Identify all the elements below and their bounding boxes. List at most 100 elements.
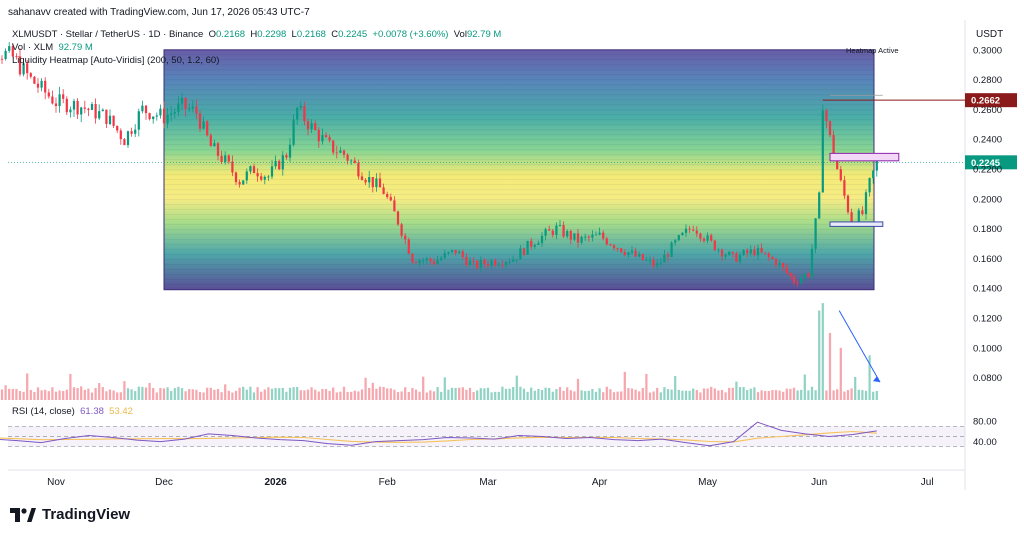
- candle-body: [522, 248, 526, 255]
- price-tick-label: 0.0800: [973, 373, 1002, 384]
- candle-body: [386, 193, 389, 198]
- volume-bar: [18, 391, 22, 400]
- volume-bar: [58, 390, 61, 400]
- volume-bar: [245, 389, 248, 400]
- volume-bar: [436, 387, 439, 400]
- candle-body: [22, 63, 25, 75]
- candle-body: [180, 97, 184, 104]
- candle-body: [202, 121, 205, 129]
- volume-bar: [15, 388, 18, 400]
- candle-body: [774, 258, 778, 266]
- tradingview-logo[interactable]: TradingView: [10, 506, 130, 523]
- volume-bar: [76, 387, 79, 400]
- volume-bar: [684, 390, 688, 400]
- volume-bar: [429, 390, 432, 400]
- vol-value: 92.79 M: [466, 29, 502, 40]
- volume-bar: [40, 390, 43, 400]
- candle-body: [198, 113, 202, 129]
- candle-body: [688, 228, 691, 230]
- candle-body: [540, 235, 544, 244]
- volume-bar: [4, 385, 7, 400]
- currency-label[interactable]: USDT: [976, 29, 1004, 40]
- volume-bar: [119, 392, 122, 400]
- candle-body: [299, 105, 302, 108]
- candle-body: [342, 150, 346, 155]
- candle-body: [839, 169, 842, 181]
- candle-body: [310, 123, 313, 130]
- candle-body: [407, 239, 410, 254]
- price-tick-label: 0.2400: [973, 135, 1002, 146]
- symbol-name[interactable]: XLMUSDT · Stellar / TetherUS · 1D · Bina…: [12, 29, 204, 40]
- volume-bar: [828, 332, 832, 400]
- volume-bar: [627, 388, 630, 400]
- candle-body: [65, 98, 68, 113]
- volume-bar: [90, 392, 94, 400]
- candle-body: [789, 272, 792, 277]
- candle-body: [530, 240, 533, 247]
- candle-body: [94, 104, 97, 119]
- candle-body: [357, 162, 360, 177]
- candle-body: [612, 245, 616, 249]
- candle-body: [720, 249, 724, 257]
- volume-bar: [418, 391, 421, 400]
- volume-bar: [591, 388, 594, 400]
- candle-body: [497, 264, 500, 266]
- candle-body: [335, 152, 338, 154]
- candle-body: [825, 110, 828, 122]
- candle-body: [652, 259, 655, 266]
- candle-body: [36, 83, 40, 88]
- candle-body: [641, 254, 644, 261]
- candle-body: [224, 155, 227, 162]
- volume-bar: [263, 389, 266, 400]
- volume-bar: [857, 389, 860, 400]
- volume-bar: [220, 392, 223, 400]
- volume-bar: [224, 384, 227, 400]
- candle-body: [562, 225, 565, 237]
- volume-bar: [141, 386, 144, 400]
- volume-legend[interactable]: Vol · XLM 92.79 M: [12, 42, 93, 53]
- volume-bar: [735, 381, 738, 400]
- volume-bar: [26, 373, 29, 400]
- volume-bar: [411, 387, 414, 400]
- volume-bar: [274, 387, 277, 400]
- candle-body: [288, 144, 292, 158]
- volume-bar: [177, 386, 180, 400]
- candle-body: [278, 160, 281, 170]
- brand-name: TradingView: [42, 506, 131, 523]
- volume-bar: [666, 389, 670, 400]
- candle-body: [537, 243, 540, 245]
- volume-bar: [116, 392, 119, 400]
- candle-body: [638, 254, 641, 257]
- rsi-legend[interactable]: RSI (14, close) 61.38 53.42: [12, 406, 133, 417]
- rsi-tick-label: 80.00: [973, 417, 997, 428]
- candle-body: [710, 235, 713, 241]
- time-tick-label: Mar: [479, 477, 497, 488]
- volume-trend-arrowhead: [873, 376, 880, 383]
- volume-bar: [623, 371, 626, 400]
- candle-body: [623, 252, 626, 255]
- volume-bar: [371, 382, 374, 400]
- volume-bar: [407, 391, 410, 400]
- rsi-pane: 80.00 40.00: [0, 417, 997, 448]
- candle-body: [724, 255, 727, 257]
- volume-bar: [328, 390, 331, 400]
- candle-body: [472, 260, 475, 262]
- change-value: +0.0078 (+3.60%): [372, 29, 449, 40]
- candle-body: [90, 104, 94, 110]
- volume-bar: [537, 388, 540, 400]
- candle-body: [756, 247, 760, 256]
- volume-bar: [303, 390, 306, 400]
- volume-bar: [530, 387, 533, 400]
- candle-body: [702, 238, 706, 241]
- heatmap-legend[interactable]: Liquidity Heatmap [Auto-Viridis] (200, 5…: [12, 55, 219, 66]
- candle-body: [350, 160, 353, 162]
- chart-annotations: 0.2662 0.2245: [8, 93, 1017, 383]
- candle-body: [44, 80, 47, 93]
- price-tick-label: 0.1200: [973, 314, 1002, 325]
- candle-body: [393, 200, 396, 212]
- volume-bar: [198, 392, 202, 400]
- candle-body: [256, 173, 259, 177]
- volume-bar: [288, 387, 292, 400]
- volume-bar: [566, 387, 569, 400]
